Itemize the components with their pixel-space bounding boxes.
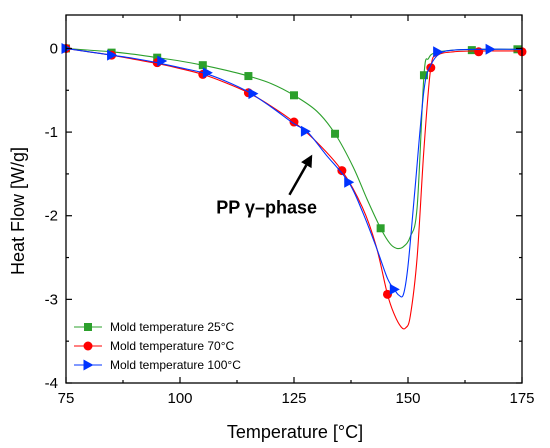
y-tick-label: -4 bbox=[45, 375, 58, 392]
y-tick-label: -2 bbox=[45, 208, 58, 225]
series-layer bbox=[61, 42, 527, 330]
series-3-point bbox=[202, 67, 213, 79]
series-1-point bbox=[331, 129, 340, 138]
legend-swatch-marker bbox=[83, 341, 93, 351]
legend-entry-3: Mold temperature 100°C bbox=[74, 358, 241, 372]
series-2-point bbox=[474, 47, 484, 57]
legend-label: Mold temperature 100°C bbox=[110, 358, 241, 372]
series-2-point bbox=[289, 117, 299, 127]
x-tick-label: 75 bbox=[58, 390, 75, 407]
y-tick-label: -1 bbox=[45, 124, 58, 141]
y-tick-label: -3 bbox=[45, 291, 58, 308]
annotation-label: PP γ–phase bbox=[216, 197, 317, 217]
series-3-point bbox=[433, 46, 444, 58]
series-1-point bbox=[244, 72, 253, 81]
series-1-point bbox=[376, 224, 385, 233]
series-3-point bbox=[344, 176, 355, 188]
annotation-arrow bbox=[288, 164, 308, 196]
series-1-point bbox=[290, 91, 298, 100]
series-3-line bbox=[65, 47, 523, 298]
x-tick-label: 125 bbox=[281, 390, 306, 407]
legend-label: Mold temperature 70°C bbox=[110, 339, 235, 353]
series-1 bbox=[62, 44, 523, 250]
x-tick-label: 150 bbox=[395, 390, 420, 407]
y-axis-title: Heat Flow [W/g] bbox=[8, 147, 28, 275]
series-3-point bbox=[300, 125, 311, 137]
series-1-point bbox=[198, 61, 207, 70]
x-tick-label: 175 bbox=[509, 390, 534, 407]
series-3-point bbox=[389, 283, 400, 295]
series-3-point bbox=[157, 55, 168, 67]
x-tick-label: 100 bbox=[167, 390, 192, 407]
y-tick-label: 0 bbox=[50, 40, 58, 57]
legend-swatch-marker bbox=[84, 323, 92, 331]
series-3 bbox=[61, 42, 523, 298]
axes: 75 100 125 150 175 0 -1 -2 -3 -4 bbox=[45, 14, 535, 407]
legend-entry-2: Mold temperature 70°C bbox=[74, 339, 235, 353]
series-2-line bbox=[65, 47, 523, 330]
series-1-point bbox=[467, 46, 476, 55]
legend: Mold temperature 25°C Mold temperature 70… bbox=[74, 320, 241, 372]
series-3-point bbox=[485, 43, 496, 55]
annotation-arrowhead bbox=[301, 154, 313, 169]
series-1-point bbox=[419, 71, 428, 80]
legend-entry-1: Mold temperature 25°C bbox=[74, 320, 235, 334]
annotation: PP γ–phase bbox=[216, 154, 317, 217]
x-axis-title: Temperature [°C] bbox=[227, 422, 363, 442]
series-2-point bbox=[337, 166, 347, 176]
series-3-point bbox=[248, 88, 259, 100]
series-1-line bbox=[65, 47, 523, 250]
legend-label: Mold temperature 25°C bbox=[110, 320, 235, 334]
series-3-point bbox=[107, 49, 118, 61]
series-2-point bbox=[382, 289, 392, 299]
legend-swatch-marker bbox=[83, 359, 94, 371]
series-1-point bbox=[153, 53, 162, 62]
